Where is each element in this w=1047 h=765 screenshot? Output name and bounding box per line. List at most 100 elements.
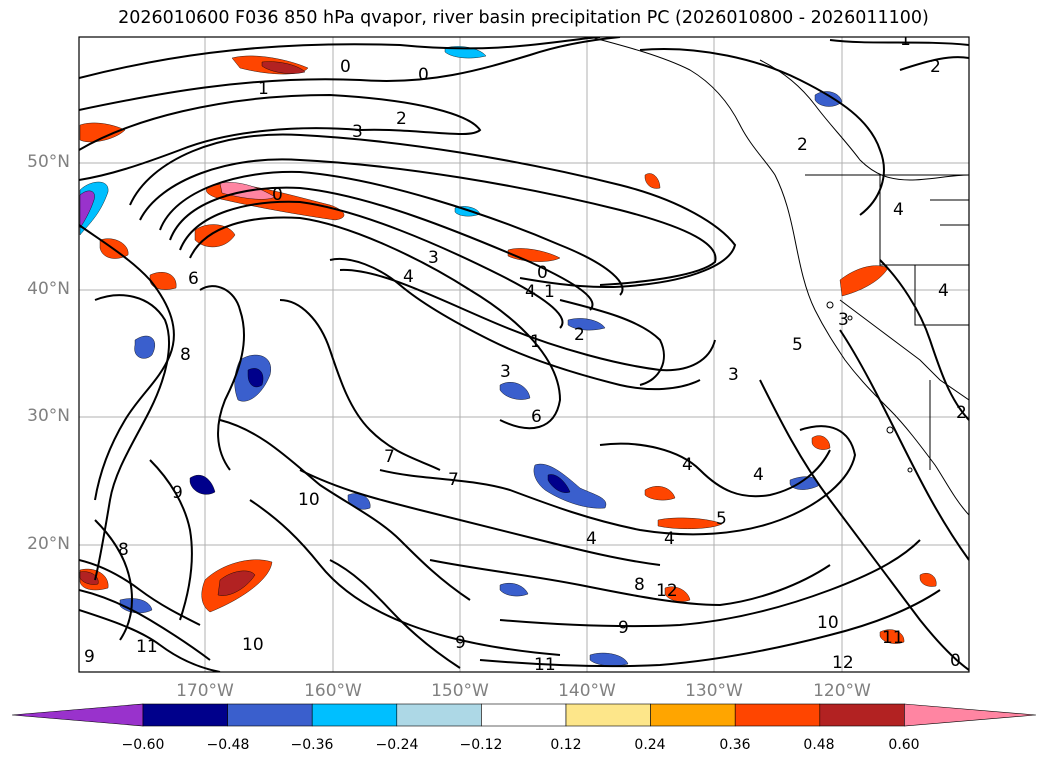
colorbar-tick: −0.12 xyxy=(459,737,503,753)
positive-anomaly-patch xyxy=(217,570,256,596)
contour-label: 4 xyxy=(403,267,414,287)
lon-label-140w: 140°W xyxy=(558,681,616,701)
contour-label: 9 xyxy=(455,633,466,653)
negative-anomaly-patch xyxy=(119,598,153,614)
contour-label: 12 xyxy=(832,653,854,673)
positive-anomaly-patch xyxy=(644,486,676,501)
colorbar-swatch xyxy=(819,703,905,727)
negative-anomaly-patch xyxy=(814,91,843,107)
colorbar-swatch xyxy=(311,703,398,727)
contour-label: 1 xyxy=(900,30,911,50)
positive-anomaly-patch xyxy=(657,517,723,529)
contour-label: 9 xyxy=(84,647,95,667)
colorbar-tick: 0.24 xyxy=(634,737,666,753)
islands xyxy=(826,301,913,473)
contour-label: 0 xyxy=(340,57,351,77)
lat-label-50n: 50°N xyxy=(27,152,70,172)
negative-anomaly-patch xyxy=(79,190,95,229)
colorbar-extend-max xyxy=(904,703,1037,727)
contour-label: 0 xyxy=(950,651,961,671)
colorbar xyxy=(11,703,1037,727)
contour-label: 7 xyxy=(384,447,395,467)
colorbar-swatch xyxy=(142,703,228,727)
coastline xyxy=(589,37,969,516)
contour-label: 0 xyxy=(537,263,548,283)
contour-label: 10 xyxy=(298,490,320,510)
contour-label: 3 xyxy=(500,362,511,382)
positive-anomaly-patch xyxy=(664,586,691,602)
positive-anomaly-patch xyxy=(149,272,177,290)
contour-label: 9 xyxy=(618,618,629,638)
colorbar-extend-min xyxy=(11,703,144,727)
negative-anomaly-patch xyxy=(533,463,607,509)
plot-frame xyxy=(78,36,970,673)
positive-anomaly-patch xyxy=(79,122,126,143)
colorbar-swatch xyxy=(481,703,567,727)
positive-anomaly-patch xyxy=(811,435,831,450)
colorbar-tick: 0.12 xyxy=(550,737,582,753)
contour-label: 10 xyxy=(242,635,264,655)
colorbar-tick: 0.36 xyxy=(719,737,751,753)
positive-anomaly-patch xyxy=(879,629,905,644)
contour-label: 5 xyxy=(716,509,727,529)
contour-label: 10 xyxy=(817,613,839,633)
colorbar-tick: −0.36 xyxy=(290,737,334,753)
positive-anomaly-patch xyxy=(79,571,99,585)
contour-label: 2 xyxy=(574,325,585,345)
contour-label: 4 xyxy=(586,529,597,549)
contour-label: 4 xyxy=(893,200,904,220)
figure-title: 2026010600 F036 850 hPa qvapor, river ba… xyxy=(118,8,929,28)
contour-label: 4 xyxy=(682,455,693,475)
negative-anomaly-patch xyxy=(499,582,529,597)
colorbar-swatch xyxy=(396,703,482,727)
contour-label: 8 xyxy=(180,345,191,365)
contour-label: 4 xyxy=(525,282,536,302)
contour-label: 3 xyxy=(428,248,439,268)
lat-label-40n: 40°N xyxy=(27,279,70,299)
lon-label-170w: 170°W xyxy=(176,681,234,701)
contour-label: 11 xyxy=(136,637,158,657)
negative-anomaly-patch xyxy=(499,382,531,400)
contour-label-group: 1 0 0 2 1 2 3 2 0 3 4 6 0 1 4 2 1 8 3 6 … xyxy=(84,30,967,675)
colorbar-swatch xyxy=(734,703,821,727)
qvapor-contours xyxy=(79,37,969,672)
contour-label: 3 xyxy=(838,310,849,330)
negative-anomaly-patch xyxy=(567,318,606,331)
contour-label: 2 xyxy=(396,109,407,129)
contour-label: 1 xyxy=(544,282,555,302)
contour-label: 2 xyxy=(956,403,967,423)
contour-label: 6 xyxy=(188,269,199,289)
contour-label: 5 xyxy=(792,335,803,355)
negative-anomaly-patch xyxy=(134,335,156,359)
contour-label: 3 xyxy=(352,122,363,142)
lat-label-20n: 20°N xyxy=(27,534,70,554)
contour-label: 2 xyxy=(797,135,808,155)
contour-label: 0 xyxy=(418,65,429,85)
colorbar-tick: 0.48 xyxy=(803,737,835,753)
colorbar-tick: −0.24 xyxy=(375,737,419,753)
colorbar-swatch xyxy=(650,703,736,727)
contour-label: 0 xyxy=(272,185,283,205)
contour-label: 7 xyxy=(448,470,459,490)
colorbar-tick: 0.60 xyxy=(888,737,920,753)
contour-label: 9 xyxy=(172,483,183,503)
contour-label: 8 xyxy=(634,575,645,595)
colorbar-tick: −0.48 xyxy=(206,737,250,753)
positive-anomaly-patch xyxy=(919,573,937,587)
contour-label: 1 xyxy=(530,332,541,352)
contour-label: 6 xyxy=(531,407,542,427)
contour-label: 11 xyxy=(534,655,556,675)
contour-label: 4 xyxy=(938,281,949,301)
negative-anomaly-patch xyxy=(444,46,487,59)
colorbar-tick: −0.60 xyxy=(121,737,165,753)
negative-anomaly-patch xyxy=(589,652,629,667)
negative-anomaly-patch xyxy=(547,474,571,493)
colorbar-swatch xyxy=(565,703,651,727)
negative-anomaly-patch xyxy=(189,474,216,495)
negative-anomaly-patch xyxy=(247,368,264,388)
lon-label-160w: 160°W xyxy=(304,681,362,701)
lat-label-30n: 30°N xyxy=(27,406,70,426)
contour-label: 11 xyxy=(882,628,904,648)
positive-anomaly-patch xyxy=(644,173,661,189)
contour-label: 3 xyxy=(728,365,739,385)
